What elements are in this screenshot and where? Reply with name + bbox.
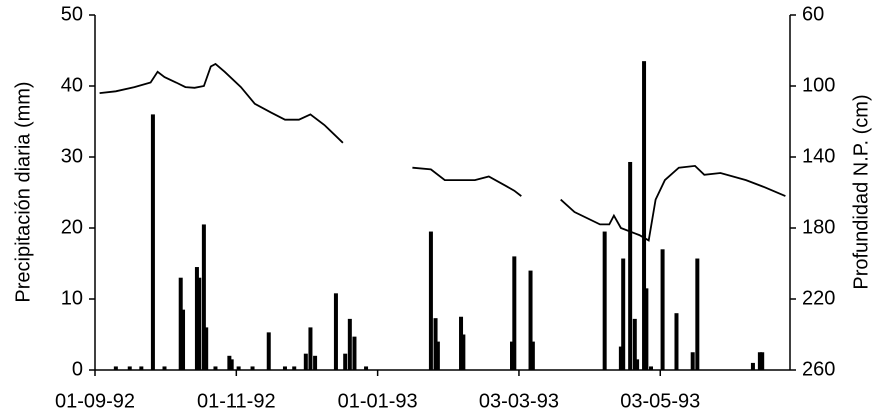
bar [760,352,765,370]
depth-line [99,62,786,242]
y2-tick-label: 180 [802,216,835,238]
y-tick-label: 10 [61,287,83,309]
bar [757,352,762,370]
bar [510,341,514,370]
bar [333,293,338,370]
y-tick-label: 50 [61,3,83,25]
bar [308,327,313,370]
bar [649,366,653,370]
bar [213,366,218,370]
x-tick-label: 01-11-92 [197,390,276,412]
bar [194,267,199,370]
bar [459,316,464,370]
y-axis-label: Precipitación diaria (mm) [12,81,34,302]
bar [113,366,118,370]
bar [181,309,186,370]
bar [461,334,466,370]
y2-tick-label: 60 [802,3,824,25]
bar [602,231,607,370]
bar [695,258,700,370]
bar [303,353,308,370]
bar [313,355,318,370]
bar [250,366,255,370]
bar [204,327,209,370]
bar [364,366,369,370]
bar [150,114,155,371]
bar [660,249,665,370]
bar [428,231,433,370]
y2-tick-label: 220 [802,287,835,309]
x-tick-label: 01-01-93 [338,390,418,412]
y-tick-label: 30 [61,145,83,167]
y2-tick-label: 140 [802,145,835,167]
bar [433,318,438,370]
bar [139,366,144,370]
bar [635,359,640,370]
bar [530,341,535,370]
bar [178,277,183,370]
y2-tick-label: 100 [802,74,835,96]
x-tick-label: 01-09-92 [55,390,135,412]
bar [292,366,297,370]
bar [201,224,206,370]
y-tick-label: 20 [61,216,83,238]
x-tick-label: 03-05-93 [620,390,700,412]
bar [750,362,755,370]
bar [528,270,533,370]
bar [644,288,649,370]
bar [628,161,633,370]
bar [282,366,287,370]
bar [690,352,695,370]
bar [621,258,626,370]
y2-axis-label: Profundidad N.P. (cm) [850,94,872,289]
bar [197,277,202,370]
bar [227,355,232,370]
bar [347,318,352,370]
bar [229,359,234,370]
bar [127,366,132,370]
bar [632,318,637,370]
y2-tick-label: 260 [802,358,835,380]
bar [343,353,348,370]
bar [435,341,440,370]
bar [512,256,517,370]
y-tick-label: 40 [61,74,83,96]
bar [642,61,647,371]
bar [162,366,167,370]
bar [674,313,679,370]
bar [352,336,357,370]
bar [236,366,241,370]
bar [618,346,623,370]
x-tick-label: 03-03-93 [479,390,559,412]
y-tick-label: 0 [72,358,83,380]
bar [266,332,271,370]
